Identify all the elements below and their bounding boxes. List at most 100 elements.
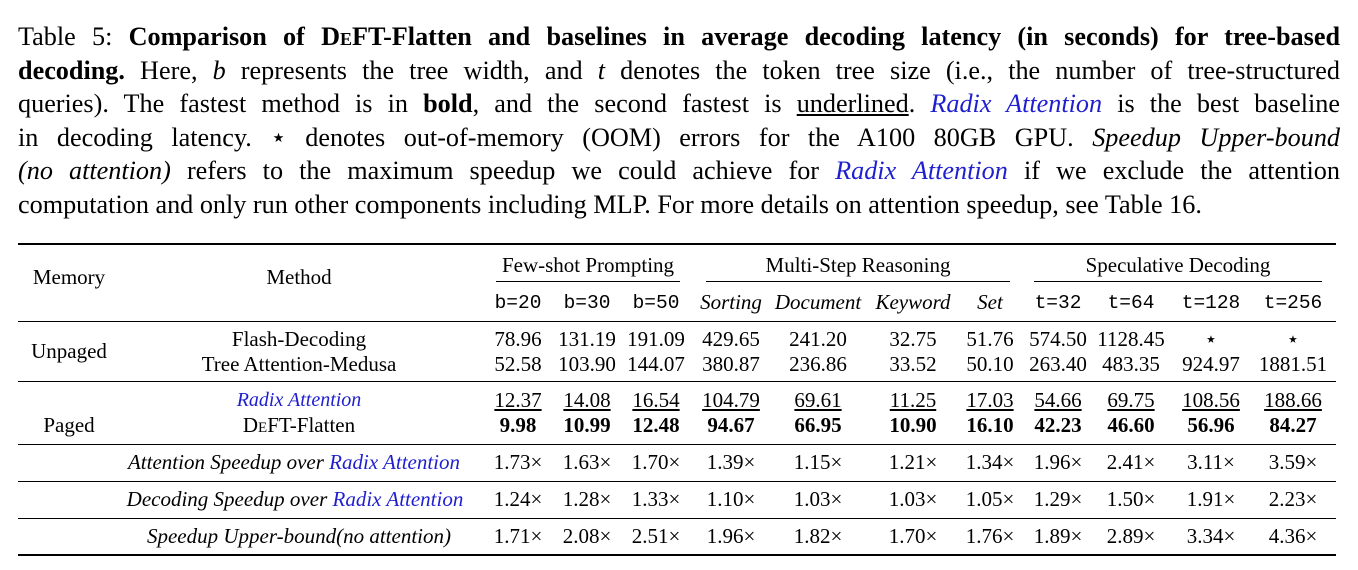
subheader-sorting: Sorting bbox=[700, 290, 762, 314]
table-cell: ⋆ bbox=[1204, 327, 1218, 351]
table-cell: 16.10 bbox=[966, 413, 1014, 437]
table-cell: 1128.45 bbox=[1097, 327, 1165, 351]
table-cell: 380.87 bbox=[702, 352, 760, 376]
label-speedup-upper-bound: Speedup Upper-bound(no attention) bbox=[146, 524, 452, 548]
table-cell: 1.24× bbox=[493, 487, 543, 511]
table-cell: 1.33× bbox=[631, 487, 681, 511]
table-cell: 84.27 bbox=[1269, 413, 1317, 437]
table-cell: 2.23× bbox=[1268, 487, 1318, 511]
header-fewshot-prompting: Few-shot Prompting bbox=[501, 253, 675, 277]
table-cell: 483.35 bbox=[1102, 352, 1160, 376]
table-cell: 78.96 bbox=[494, 327, 542, 351]
table-cell: 54.66 bbox=[1034, 388, 1082, 412]
table-cell: 2.51× bbox=[631, 524, 681, 548]
table-cell: 1.82× bbox=[793, 524, 843, 548]
table-cell: 429.65 bbox=[702, 327, 760, 351]
table-cell: 1.71× bbox=[493, 524, 543, 548]
table-cell: 1.63× bbox=[562, 450, 612, 474]
table-cell: 12.37 bbox=[494, 388, 542, 412]
label-decoding-speedup: Decoding Speedup over Radix Attention bbox=[126, 487, 464, 511]
table-cell: 10.90 bbox=[889, 413, 937, 437]
speculative-cmidrule bbox=[1034, 281, 1322, 283]
subheader-t-64: t=64 bbox=[1107, 292, 1155, 314]
table-cell: 1.96× bbox=[706, 524, 756, 548]
table-cell: 108.56 bbox=[1182, 388, 1240, 412]
subheader-b-30: b=30 bbox=[563, 292, 611, 314]
table-cell: 103.90 bbox=[558, 352, 616, 376]
caption-line-4: in decoding latency. ⋆ denotes out-of-me… bbox=[18, 122, 1341, 152]
subheader-document: Document bbox=[774, 290, 862, 314]
subheader-t-256: t=256 bbox=[1263, 292, 1323, 314]
table-cell: 263.40 bbox=[1029, 352, 1087, 376]
method-radix-attention: Radix Attention bbox=[236, 389, 362, 411]
table-cell: 574.50 bbox=[1029, 327, 1087, 351]
table-cell: 1.70× bbox=[631, 450, 681, 474]
subheader-set: Set bbox=[977, 290, 1003, 314]
subheader-t-128: t=128 bbox=[1181, 292, 1241, 314]
table-cell: 66.95 bbox=[794, 413, 842, 437]
table-cell: 1.05× bbox=[965, 487, 1015, 511]
table-cell: 236.86 bbox=[789, 352, 847, 376]
method-tree-attention-medusa: Tree Attention-Medusa bbox=[201, 352, 397, 376]
subheader-b-20: b=20 bbox=[494, 292, 542, 314]
table-cell: 1.89× bbox=[1033, 524, 1083, 548]
caption-line-6: computation and only run other component… bbox=[18, 189, 1202, 219]
header-memory: Memory bbox=[32, 265, 106, 289]
table-cell: 51.76 bbox=[966, 327, 1014, 351]
table-cell: 144.07 bbox=[627, 352, 685, 376]
caption-line-5: (no attention) refers to the maximum spe… bbox=[18, 156, 1340, 185]
table-cell: ⋆ bbox=[1286, 327, 1300, 351]
table-cell: 1.70× bbox=[888, 524, 938, 548]
table-cell: 1.96× bbox=[1033, 450, 1083, 474]
table-cell: 1.28× bbox=[562, 487, 612, 511]
memory-unpaged: Unpaged bbox=[31, 339, 107, 363]
table-cell: 1.29× bbox=[1033, 487, 1083, 511]
table-cell: 3.11× bbox=[1187, 450, 1235, 474]
method-deft-flatten: DeFT-Flatten bbox=[242, 413, 356, 437]
multistep-cmidrule bbox=[706, 281, 1010, 283]
table-caption: Table 5: Comparison of DeFT-Flatten and … bbox=[18, 20, 1340, 221]
table-cell: 4.36× bbox=[1268, 524, 1318, 548]
caption-line-3: queries). The fastest method is in bold,… bbox=[18, 89, 1341, 118]
table-cell: 50.10 bbox=[966, 352, 1014, 376]
table-cell: 1.91× bbox=[1186, 487, 1236, 511]
table-cell: 1.21× bbox=[888, 450, 938, 474]
table-cell: 2.41× bbox=[1106, 450, 1156, 474]
table-cell: 12.48 bbox=[632, 413, 680, 437]
subheader-t-32: t=32 bbox=[1034, 292, 1082, 314]
method-flash-decoding: Flash-Decoding bbox=[231, 327, 367, 351]
table-cell: 42.23 bbox=[1034, 413, 1082, 437]
bottom-rule bbox=[18, 554, 1336, 556]
table-cell: 1.10× bbox=[706, 487, 756, 511]
decoding-rule bbox=[18, 518, 1336, 520]
table-cell: 10.99 bbox=[563, 413, 611, 437]
table-cell: 1.50× bbox=[1106, 487, 1156, 511]
table-cell: 1.15× bbox=[793, 450, 843, 474]
header-method: Method bbox=[266, 265, 332, 289]
table-cell: 241.20 bbox=[789, 327, 847, 351]
header-speculative-decoding: Speculative Decoding bbox=[1085, 253, 1271, 277]
table-cell: 11.25 bbox=[889, 388, 937, 412]
table-cell: 94.67 bbox=[707, 413, 755, 437]
subheader-keyword: Keyword bbox=[875, 290, 951, 314]
radix-attention-link[interactable]: Radix Attention bbox=[835, 156, 1008, 185]
table-cell: 2.08× bbox=[562, 524, 612, 548]
table-cell: 14.08 bbox=[563, 388, 611, 412]
memory-paged: Paged bbox=[43, 413, 95, 437]
caption-line-2: decoding. Here, b represents the tree wi… bbox=[18, 55, 1340, 85]
attention-rule bbox=[18, 481, 1336, 483]
table-cell: 17.03 bbox=[966, 388, 1014, 412]
table-cell: 2.89× bbox=[1106, 524, 1156, 548]
table-cell: 16.54 bbox=[632, 388, 680, 412]
table-cell: 52.58 bbox=[494, 352, 542, 376]
table-cell: 1.03× bbox=[793, 487, 843, 511]
table-cell: 9.98 bbox=[499, 413, 537, 437]
table-cell: 1881.51 bbox=[1258, 352, 1328, 376]
fewshot-cmidrule bbox=[496, 281, 680, 283]
table-cell: 1.39× bbox=[706, 450, 756, 474]
table-cell: 924.97 bbox=[1182, 352, 1240, 376]
radix-attention-link[interactable]: Radix Attention bbox=[930, 89, 1103, 118]
subheader-b-50: b=50 bbox=[632, 292, 680, 314]
table-cell: 56.96 bbox=[1187, 413, 1235, 437]
table-cell: 1.34× bbox=[965, 450, 1015, 474]
